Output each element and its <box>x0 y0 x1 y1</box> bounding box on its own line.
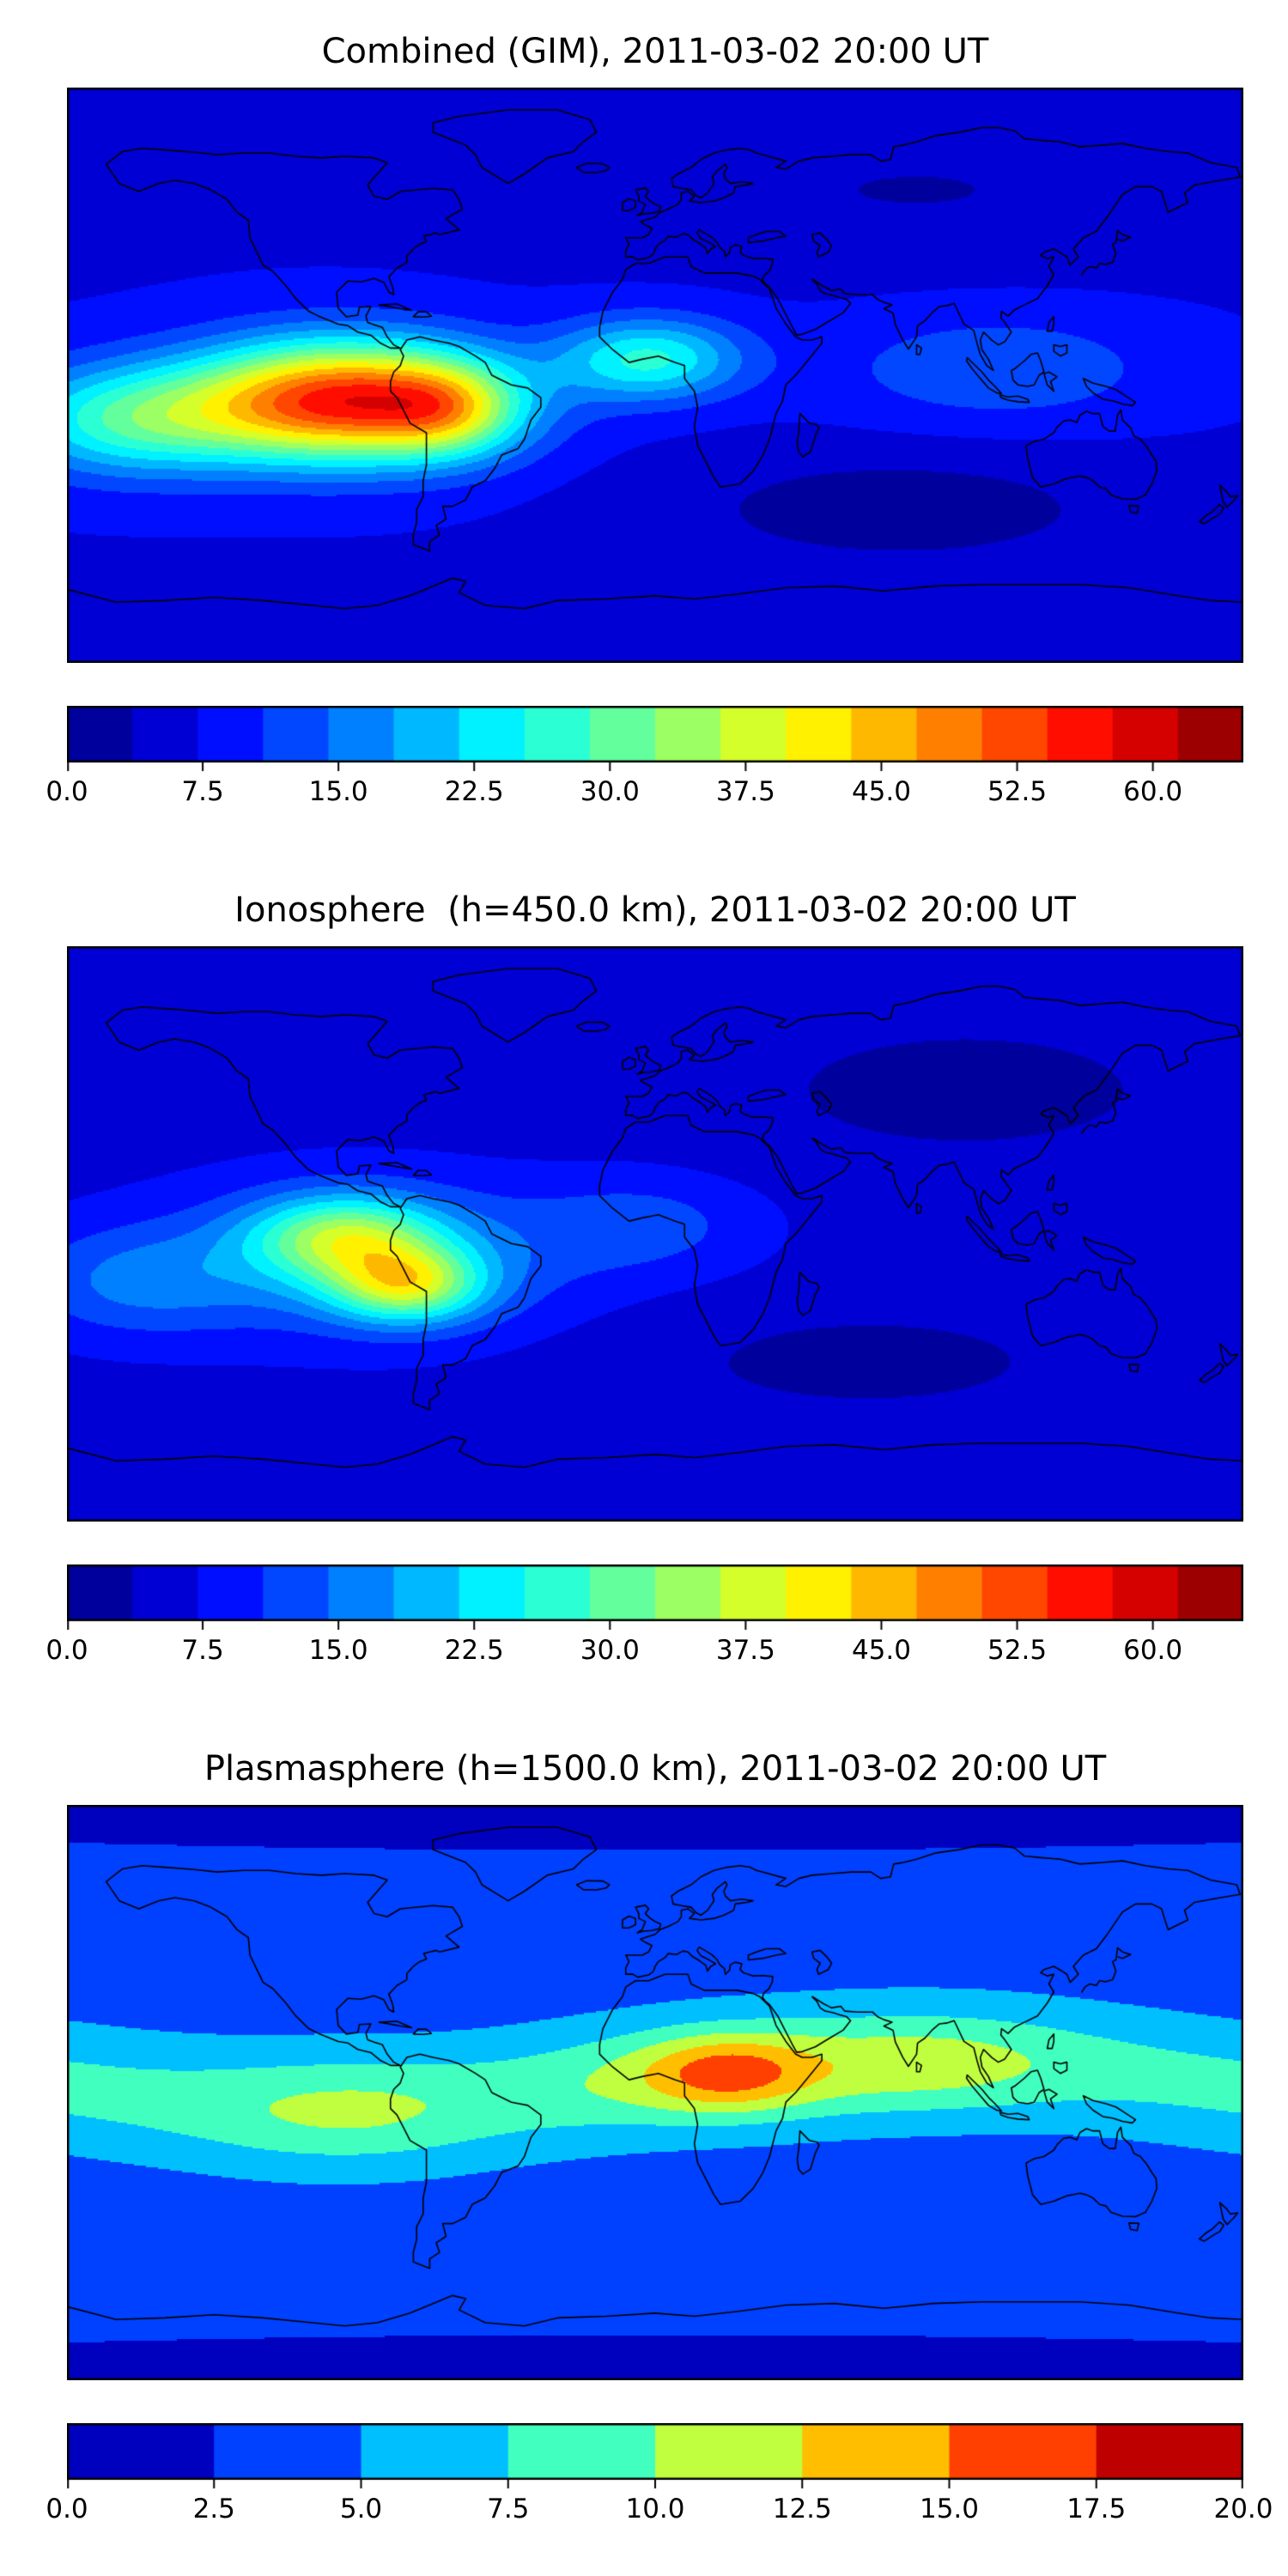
colorbar-tick-label: 15.0 <box>308 776 368 807</box>
panel-title-ionosphere: Ionosphere (h=450.0 km), 2011-03-02 20:0… <box>234 890 1076 930</box>
colorbar-tick-label: 5.0 <box>339 2494 383 2524</box>
colorbar-tick-label: 30.0 <box>580 776 640 807</box>
panel-combined-gim: Combined (GIM), 2011-03-02 20:00 UT 0.0 7… <box>46 0 1243 814</box>
colorbar-canvas-ionosphere <box>67 1564 1243 1633</box>
colorbar-tick-label: 0.0 <box>46 776 88 807</box>
colorbar-tick-label: 17.5 <box>1066 2494 1127 2524</box>
colorbar-tick-label: 22.5 <box>444 776 504 807</box>
colorbar-tick-label: 10.0 <box>625 2494 685 2524</box>
colorbar-canvas-plasmasphere <box>67 2423 1243 2492</box>
panel-plasmasphere: Plasmasphere (h=1500.0 km), 2011-03-02 2… <box>46 1717 1273 2531</box>
world-map-canvas-ionosphere <box>67 946 1243 1522</box>
colorbar-tick-label: 22.5 <box>444 1635 504 1666</box>
colorbar-tick-label: 52.5 <box>987 1635 1048 1666</box>
colorbar-tick-label: 7.5 <box>181 776 224 807</box>
colorbar-tick-label: 15.0 <box>919 2494 980 2524</box>
colorbar-tick-row-plasmasphere: 0.0 2.5 5.0 7.5 10.0 12.5 15.0 17.5 20.0 <box>46 2492 1273 2531</box>
colorbar-tick-label: 0.0 <box>46 2494 88 2524</box>
colorbar-tick-label: 15.0 <box>308 1635 368 1666</box>
world-map-canvas-combined <box>67 88 1243 663</box>
colorbar-tick-label: 12.5 <box>772 2494 832 2524</box>
colorbar-tick-label: 60.0 <box>1123 1635 1183 1666</box>
colorbar-tick-label: 20.0 <box>1213 2494 1273 2524</box>
panel-ionosphere: Ionosphere (h=450.0 km), 2011-03-02 20:0… <box>46 859 1243 1673</box>
colorbar-tick-label: 60.0 <box>1123 776 1183 807</box>
colorbar-tick-label: 30.0 <box>580 1635 640 1666</box>
colorbar-tick-label: 7.5 <box>181 1635 224 1666</box>
colorbar-tick-label: 7.5 <box>487 2494 530 2524</box>
panel-title-combined: Combined (GIM), 2011-03-02 20:00 UT <box>321 32 989 71</box>
colorbar-tick-label: 45.0 <box>851 776 911 807</box>
colorbar-tick-row-ionosphere: 0.0 7.5 15.0 22.5 30.0 37.5 45.0 52.5 60.0 <box>46 1633 1243 1673</box>
colorbar-tick-label: 0.0 <box>46 1635 88 1666</box>
colorbar-tick-label: 37.5 <box>715 776 775 807</box>
panel-title-plasmasphere: Plasmasphere (h=1500.0 km), 2011-03-02 2… <box>204 1749 1107 1789</box>
world-map-canvas-plasmasphere <box>67 1805 1243 2380</box>
colorbar-tick-label: 45.0 <box>851 1635 911 1666</box>
colorbar-tick-label: 2.5 <box>192 2494 235 2524</box>
colorbar-tick-label: 52.5 <box>987 776 1048 807</box>
colorbar-tick-label: 37.5 <box>715 1635 775 1666</box>
colorbar-canvas-combined <box>67 706 1243 775</box>
colorbar-tick-row-combined: 0.0 7.5 15.0 22.5 30.0 37.5 45.0 52.5 60.0 <box>46 775 1243 814</box>
